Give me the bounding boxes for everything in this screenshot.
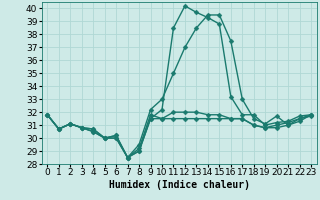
X-axis label: Humidex (Indice chaleur): Humidex (Indice chaleur) [109, 180, 250, 190]
